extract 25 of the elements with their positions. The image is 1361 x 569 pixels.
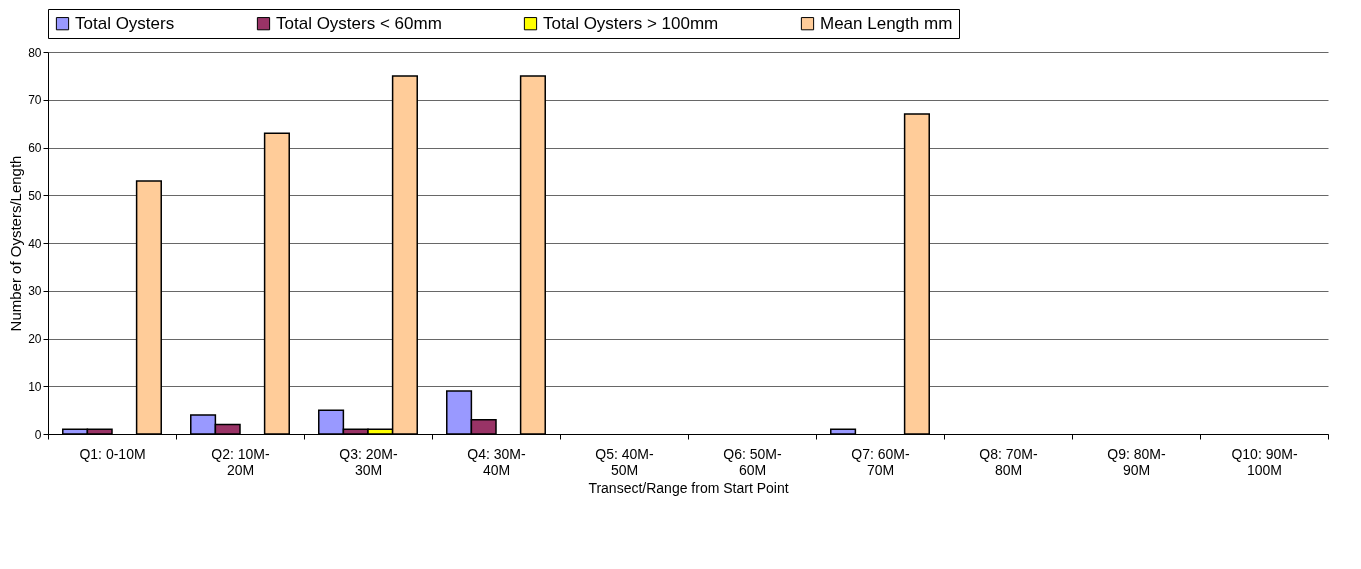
y-tick-label: 30: [28, 284, 42, 299]
x-tick-label: Q3: 20M-30M: [339, 445, 399, 478]
y-tick-label: 50: [28, 188, 42, 203]
y-tick-label: 20: [28, 332, 42, 346]
x-axis-title: Transect/Range from Start Point: [588, 479, 789, 496]
y-tick-label: 0: [34, 427, 42, 442]
x-tick-label: Q9: 80M-90M: [1107, 445, 1167, 478]
x-tick-label: Q8: 70M-80M: [979, 445, 1039, 478]
legend-label: Total Oysters < 60mm: [276, 13, 442, 33]
x-tick-label: Q6: 50M-60M: [723, 445, 783, 478]
legend-label: Total Oysters > 100mm: [543, 13, 719, 33]
y-tick-label: 70: [28, 93, 42, 108]
x-tick-label: Q10: 90M-100M: [1231, 445, 1298, 478]
y-axis-title: Number of Oysters/Length: [7, 155, 25, 332]
x-tick-label: Q2: 10M-20M: [211, 445, 271, 478]
x-tick-label: Q4: 30M-40M: [467, 445, 527, 478]
legend-label: Mean Length mm: [820, 13, 953, 33]
y-tick-label: 60: [28, 141, 42, 155]
y-tick-label: 40: [28, 236, 42, 251]
x-tick-label: Q1: 0-10M: [79, 445, 146, 462]
y-tick-label: 80: [28, 45, 42, 60]
y-tick-label: 10: [28, 379, 42, 394]
x-tick-label: Q5: 40M-50M: [595, 445, 655, 478]
legend-label: Total Oysters: [75, 13, 175, 33]
x-tick-label: Q7: 60M-70M: [851, 445, 911, 478]
